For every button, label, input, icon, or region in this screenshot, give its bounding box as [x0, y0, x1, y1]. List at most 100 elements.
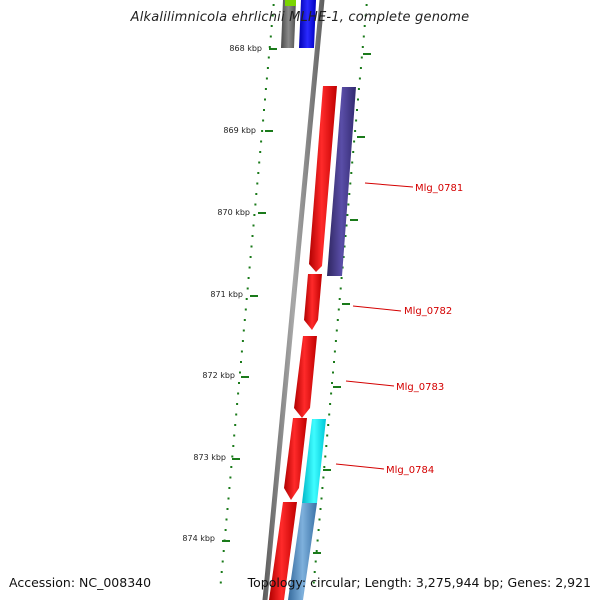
inner-dot: [264, 88, 267, 90]
gene-label-mlg-0783[interactable]: Mlg_0783: [396, 382, 444, 393]
outer-dot: [338, 298, 341, 300]
inner-dot: [230, 466, 233, 468]
outer-dot: [337, 308, 340, 311]
outer-dot: [356, 109, 358, 111]
inner-dot: [235, 413, 238, 416]
outer-dot: [334, 340, 337, 342]
inner-dot: [263, 109, 265, 111]
scale-ticks: [222, 48, 371, 554]
callout-line-0782: [352, 305, 402, 312]
inner-dot: [267, 56, 270, 59]
inner-dot: [222, 550, 225, 552]
inner-dot: [240, 350, 243, 353]
inner-dot: [266, 67, 269, 69]
outer-tick: [363, 53, 371, 55]
outer-dot: [348, 193, 351, 195]
gene-label-mlg-0782[interactable]: Mlg_0782: [404, 306, 452, 317]
inner-dot: [238, 382, 240, 384]
outer-dot: [349, 182, 352, 185]
outer-dot: [357, 98, 359, 101]
inner-dot: [250, 245, 253, 248]
outer-dot: [325, 445, 328, 447]
callout-line-0781: [364, 182, 414, 188]
forward-genes: [269, 86, 337, 600]
gene-red-3[interactable]: [294, 336, 317, 418]
gene-label-mlg-0784[interactable]: Mlg_0784: [386, 465, 434, 476]
inner-dot: [237, 392, 240, 395]
inner-dot: [231, 455, 234, 458]
inner-dot: [272, 4, 275, 6]
outer-dot: [352, 151, 355, 153]
gene-steel[interactable]: [288, 503, 317, 600]
scale-label-870: 870 kbp: [217, 208, 250, 217]
inner-dot: [220, 571, 223, 573]
inner-dot: [236, 403, 239, 405]
outer-dot: [354, 130, 357, 132]
outer-dot: [332, 371, 334, 374]
gene-cyan[interactable]: [302, 419, 326, 503]
major-tick: [232, 458, 240, 460]
outer-dot: [313, 571, 316, 573]
outer-dot: [320, 497, 323, 500]
outer-dot: [331, 382, 333, 384]
inner-dot: [271, 14, 274, 17]
major-tick: [265, 130, 273, 132]
outer-dot: [343, 245, 346, 248]
gene-label-mlg-0781[interactable]: Mlg_0781: [415, 183, 463, 194]
guide-dots: [219, 4, 368, 584]
gene-red-1[interactable]: [309, 86, 337, 272]
inner-dot: [258, 161, 261, 164]
outer-dot: [312, 581, 315, 584]
gene-red-4[interactable]: [284, 418, 307, 500]
outer-tick: [342, 303, 350, 305]
inner-dot: [248, 266, 251, 269]
inner-dot: [254, 203, 257, 206]
inner-dot: [261, 130, 264, 132]
inner-dot: [244, 308, 247, 311]
gene-red-2[interactable]: [304, 274, 322, 330]
major-tick: [250, 295, 258, 297]
outer-tick: [357, 136, 365, 138]
outer-dot: [365, 4, 368, 6]
gene-green[interactable]: [285, 0, 296, 6]
outer-dot: [347, 203, 350, 206]
outer-dot: [317, 529, 320, 531]
outer-dot: [316, 539, 319, 542]
outer-dot: [314, 560, 317, 563]
major-tick: [241, 376, 249, 378]
inner-dot: [269, 35, 272, 38]
outer-dot: [359, 67, 362, 69]
gene-gray[interactable]: [281, 0, 296, 48]
outer-dot: [363, 25, 366, 27]
inner-dot: [228, 487, 231, 489]
outer-dot: [350, 172, 353, 174]
inner-dot: [253, 214, 256, 216]
inner-dot: [240, 361, 242, 363]
inner-dot: [232, 445, 235, 447]
inner-dot: [262, 119, 265, 122]
gene-blue[interactable]: [299, 0, 316, 48]
inner-dot: [224, 529, 227, 531]
outer-tick: [350, 219, 358, 221]
outer-dot: [339, 287, 342, 290]
inner-dot: [227, 497, 230, 500]
inner-dot: [264, 98, 266, 101]
inner-dot: [252, 224, 255, 227]
inner-dot: [233, 434, 236, 437]
genome-title: Alkalilimnicola ehrlichii MLHE-1, comple…: [130, 10, 470, 25]
inner-dot: [221, 560, 224, 563]
outer-dot: [333, 350, 336, 353]
callout-line-0784: [335, 463, 385, 470]
outer-dot: [345, 224, 348, 227]
outer-dot: [355, 119, 358, 122]
inner-dot: [255, 193, 258, 195]
inner-dot: [265, 77, 268, 80]
outer-dot: [364, 14, 367, 17]
major-tick: [222, 540, 230, 542]
scale-label-872: 872 kbp: [202, 371, 235, 380]
gene-purple[interactable]: [327, 87, 356, 276]
gene-red-5[interactable]: [269, 502, 297, 600]
outer-dot: [335, 329, 338, 332]
accession-text: Accession: NC_008340: [9, 575, 152, 590]
